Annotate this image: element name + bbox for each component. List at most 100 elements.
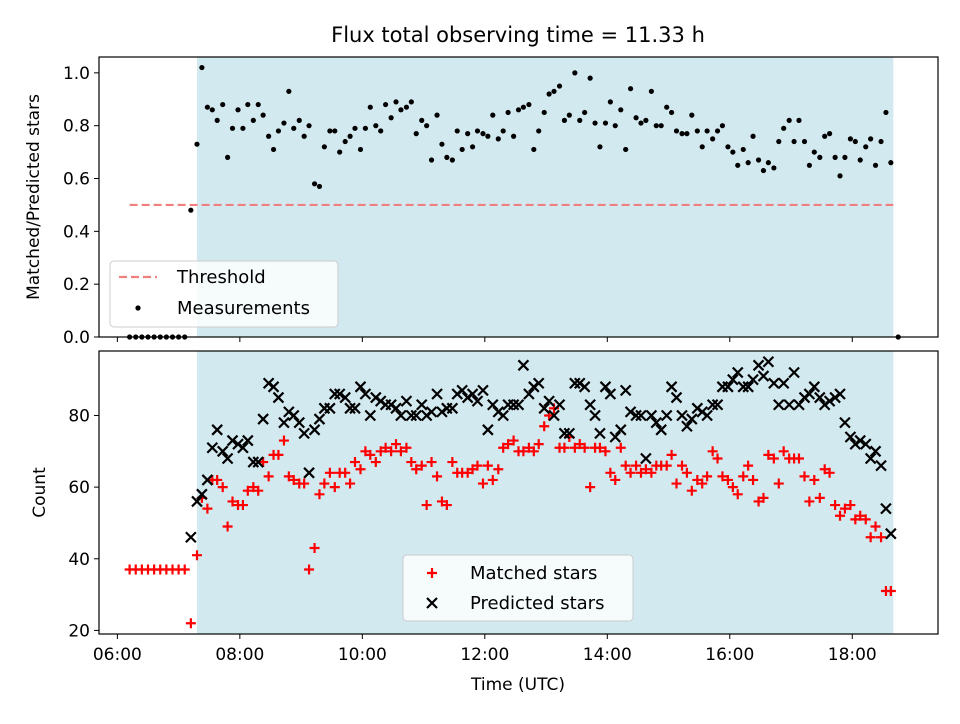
predicted-star-point (324, 402, 336, 415)
measurement-point (311, 181, 318, 187)
bottom-y-tick-label: 40 (68, 550, 90, 570)
bottom-series-matched-stars (124, 403, 896, 629)
measurement-point (188, 207, 194, 213)
measurement-point (255, 101, 261, 108)
matched-star-point (222, 521, 233, 532)
legend-box (109, 260, 339, 328)
matched-star-point (727, 482, 738, 493)
measurement-point (801, 138, 808, 145)
predicted-star-point (272, 391, 285, 404)
predicted-star-point (415, 398, 428, 411)
measurement-point (765, 160, 771, 166)
measurement-point (694, 128, 700, 134)
matched-star-point (314, 489, 325, 500)
measurement-point (240, 125, 246, 131)
matched-star-point (432, 471, 443, 482)
matched-star-point (401, 442, 412, 453)
predicted-star-point (538, 402, 550, 415)
measurement-point (357, 146, 364, 153)
measurement-point (316, 183, 323, 190)
bottom-series-predicted-stars (185, 355, 897, 544)
predicted-star-point (339, 391, 351, 404)
measurement-point (822, 133, 828, 139)
predicted-star-point (278, 416, 290, 429)
predicted-star-point (558, 427, 571, 440)
predicted-star-point (390, 402, 402, 415)
measurement-point (878, 138, 884, 145)
measurement-point (561, 117, 568, 123)
predicted-star-point (609, 431, 622, 443)
matched-star-point (605, 467, 616, 478)
predicted-star-point (471, 395, 484, 407)
measurement-point (495, 136, 501, 142)
matched-star-point (355, 464, 366, 475)
predicted-star-point (226, 434, 239, 447)
x-tick-label: 08:00 (215, 645, 264, 665)
measurement-point (582, 109, 588, 116)
measurement-point (209, 107, 215, 113)
top-y-tick-label: 0.6 (63, 170, 90, 190)
measurement-point (220, 101, 226, 108)
measurement-point (888, 160, 894, 166)
measurement-point (566, 112, 572, 118)
measurement-point (465, 131, 471, 137)
matched-star-point (508, 435, 519, 446)
predicted-star-point (624, 406, 637, 418)
predicted-star-point (477, 384, 489, 397)
matched-star-point (743, 460, 754, 471)
measurement-point (393, 99, 399, 105)
measurement-point (424, 123, 430, 129)
predicted-star-point (793, 398, 805, 411)
predicted-star-point (395, 409, 407, 422)
predicted-star-point (191, 495, 203, 508)
measurement-point (664, 104, 670, 110)
matched-star-point (855, 510, 866, 521)
measurement-point (673, 128, 680, 134)
predicted-star-point (681, 420, 693, 433)
predicted-star-point (578, 381, 591, 393)
measurement-point (618, 107, 624, 113)
matched-star-point (707, 446, 718, 457)
matched-star-point (702, 471, 713, 482)
matched-star-point (380, 442, 391, 453)
measurement-point (398, 107, 404, 113)
measurement-point (490, 112, 496, 118)
matched-star-point (738, 471, 749, 482)
legend-measurements-label: Measurements (177, 298, 310, 319)
matched-star-point (539, 421, 550, 432)
matched-star-point (345, 478, 356, 489)
matched-star-point (824, 467, 835, 478)
measurement-point (735, 162, 741, 168)
predicted-star-point (762, 355, 775, 368)
predicted-star-point (670, 391, 683, 404)
measurement-point (229, 125, 236, 131)
matched-star-point (778, 446, 789, 457)
predicted-star-point (257, 413, 269, 425)
matched-star-point (579, 442, 590, 453)
matched-star-point (600, 446, 611, 457)
measurement-point (786, 117, 792, 123)
matched-star-point (278, 435, 289, 446)
measurement-point (306, 123, 312, 129)
measurement-point (546, 91, 552, 97)
measurement-point (511, 133, 517, 139)
predicted-star-point (267, 381, 280, 393)
predicted-star-point (777, 377, 790, 390)
matched-star-point (860, 514, 871, 525)
top-y-tick-label: 0.2 (63, 275, 90, 295)
measurement-point (225, 154, 231, 160)
matched-star-point (426, 457, 437, 468)
predicted-star-point (803, 388, 816, 400)
predicted-star-point (303, 467, 315, 479)
legend-matched-swatch (427, 568, 437, 578)
matched-star-point (615, 442, 626, 453)
x-tick-label: 18:00 (828, 645, 877, 665)
matched-star-point (416, 460, 427, 471)
measurement-point (260, 112, 266, 118)
bottom-plot-panel: 20 40 60 80 06:00 08:00 10:00 12:00 14:00 16:00 18… (30, 350, 939, 665)
predicted-star-point (686, 413, 698, 425)
predicted-star-point (604, 388, 617, 400)
predicted-star-point (456, 384, 468, 397)
predicted-star-point (783, 398, 795, 411)
predicted-star-point (875, 459, 887, 472)
